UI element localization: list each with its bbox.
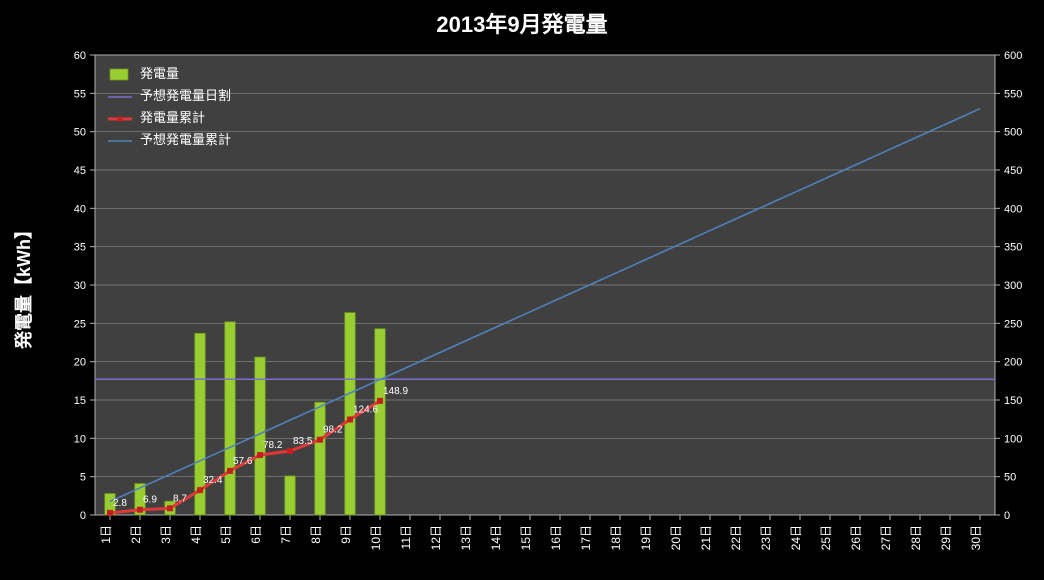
y-axis-label: 発電量【kWh】: [13, 221, 34, 350]
y-right-tick-label: 300: [1004, 280, 1022, 292]
x-tick-label: 12日: [429, 525, 443, 550]
legend-label: 予想発電量日割: [140, 88, 231, 103]
bar: [315, 402, 326, 515]
cumulative-data-label: 57.6: [233, 456, 253, 467]
cumulative-marker: [138, 507, 143, 512]
x-tick-label: 14日: [489, 525, 503, 550]
cumulative-marker: [108, 510, 113, 515]
y-left-tick-label: 35: [74, 242, 86, 254]
x-tick-label: 27日: [879, 525, 893, 550]
bar: [285, 476, 296, 515]
x-tick-label: 10日: [369, 525, 383, 550]
cumulative-marker: [168, 506, 173, 511]
x-tick-label: 8日: [309, 525, 323, 544]
y-right-tick-label: 50: [1004, 472, 1016, 484]
y-right-tick-label: 200: [1004, 357, 1022, 369]
y-right-tick-label: 500: [1004, 127, 1022, 139]
y-right-tick-label: 0: [1004, 510, 1010, 522]
x-tick-label: 26日: [849, 525, 863, 550]
y-right-tick-label: 550: [1004, 88, 1022, 100]
bar: [375, 329, 386, 515]
y-right-tick-label: 400: [1004, 203, 1022, 215]
x-tick-label: 3日: [159, 525, 173, 544]
cumulative-marker: [258, 453, 263, 458]
cumulative-marker: [228, 468, 233, 473]
cumulative-data-label: 98.2: [323, 425, 343, 436]
y-left-tick-label: 5: [80, 472, 86, 484]
x-tick-label: 29日: [939, 525, 953, 550]
x-tick-label: 30日: [969, 525, 983, 550]
y-left-tick-label: 50: [74, 127, 86, 139]
legend-swatch-bar: [110, 69, 128, 80]
x-tick-label: 4日: [189, 525, 203, 544]
y-right-tick-label: 250: [1004, 318, 1022, 330]
y-left-tick-label: 15: [74, 395, 86, 407]
x-tick-label: 1日: [99, 525, 113, 544]
cumulative-data-label: 83.5: [293, 436, 313, 447]
y-left-tick-label: 10: [74, 433, 86, 445]
cumulative-marker: [288, 448, 293, 453]
x-tick-label: 2日: [129, 525, 143, 544]
x-tick-label: 28日: [909, 525, 923, 550]
y-right-tick-label: 150: [1004, 395, 1022, 407]
y-left-tick-label: 25: [74, 318, 86, 330]
y-left-tick-label: 20: [74, 357, 86, 369]
cumulative-marker: [198, 488, 203, 493]
y-right-tick-label: 100: [1004, 433, 1022, 445]
x-tick-label: 13日: [459, 525, 473, 550]
legend-label: 予想発電量累計: [140, 132, 231, 147]
legend-label: 発電量: [140, 66, 179, 81]
x-tick-label: 19日: [639, 525, 653, 550]
y-left-tick-label: 60: [74, 50, 86, 62]
x-tick-label: 22日: [729, 525, 743, 550]
x-tick-label: 16日: [549, 525, 563, 550]
legend-label: 発電量累計: [140, 110, 205, 125]
cumulative-data-label: 78.2: [263, 440, 283, 451]
power-generation-chart: 0510152025303540455055600501001502002503…: [0, 0, 1044, 580]
y-left-tick-label: 30: [74, 280, 86, 292]
x-tick-label: 21日: [699, 525, 713, 550]
x-tick-label: 18日: [609, 525, 623, 550]
cumulative-data-label: 148.9: [383, 386, 408, 397]
y-right-tick-label: 450: [1004, 165, 1022, 177]
x-tick-label: 9日: [339, 525, 353, 544]
x-tick-label: 5日: [219, 525, 233, 544]
cumulative-data-label: 8.7: [173, 493, 187, 504]
y-right-tick-label: 600: [1004, 50, 1022, 62]
bar: [225, 322, 236, 515]
x-tick-label: 11日: [399, 525, 413, 549]
y-left-tick-label: 40: [74, 203, 86, 215]
cumulative-data-label: 32.4: [203, 475, 223, 486]
x-tick-label: 23日: [759, 525, 773, 550]
cumulative-data-label: 2.8: [113, 498, 127, 509]
chart-title: 2013年9月発電量: [436, 12, 607, 37]
cumulative-data-label: 6.9: [143, 495, 157, 506]
x-tick-label: 20日: [669, 525, 683, 550]
y-left-tick-label: 0: [80, 510, 86, 522]
y-left-tick-label: 45: [74, 165, 86, 177]
x-tick-label: 6日: [249, 525, 263, 544]
cumulative-marker: [318, 437, 323, 442]
x-tick-label: 7日: [279, 525, 293, 544]
x-tick-label: 24日: [789, 525, 803, 550]
y-left-tick-label: 55: [74, 88, 86, 100]
x-tick-label: 25日: [819, 525, 833, 550]
cumulative-marker: [378, 398, 383, 403]
legend-swatch-marker: [118, 117, 123, 122]
cumulative-data-label: 124.6: [353, 404, 378, 415]
x-tick-label: 15日: [519, 525, 533, 550]
cumulative-marker: [348, 417, 353, 422]
y-right-tick-label: 350: [1004, 242, 1022, 254]
x-tick-label: 17日: [579, 525, 593, 550]
